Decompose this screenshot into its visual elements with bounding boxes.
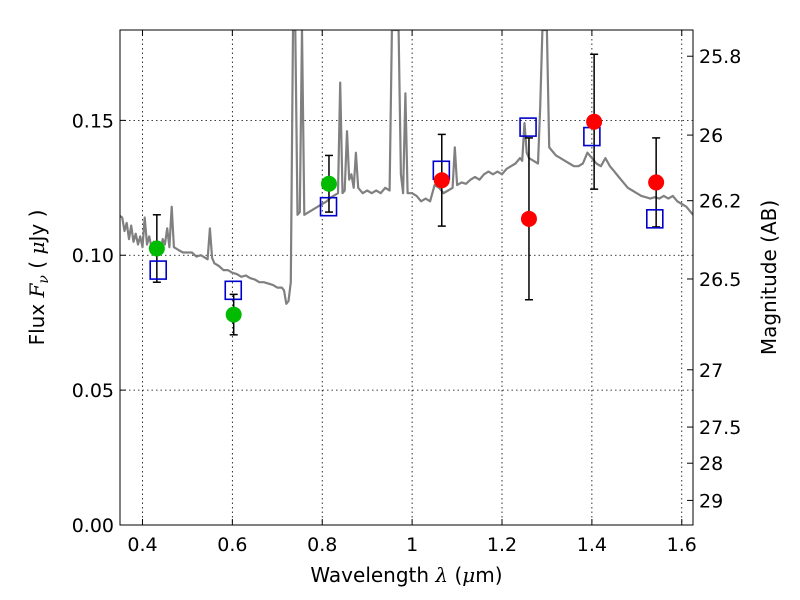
observed-point-red bbox=[648, 174, 665, 191]
y2-tick-label: 26.5 bbox=[699, 269, 741, 291]
y-tick-label: 0.00 bbox=[72, 515, 114, 537]
points-layer bbox=[148, 53, 665, 336]
y-axis-label: Flux Fν ( μJy ) bbox=[25, 210, 52, 346]
observed-point-green bbox=[148, 240, 165, 257]
observed-point-red bbox=[586, 113, 603, 130]
y2-axis-label: Magnitude (AB) bbox=[757, 200, 781, 355]
ticks-layer: 0.4 0.6 0.8 1 1.2 1.4 1.6 0.00 0.05 0.10 0.15 25.8 2… bbox=[72, 30, 741, 556]
y2-tick-label: 27 bbox=[699, 360, 723, 382]
observed-point-green bbox=[225, 306, 242, 323]
y2-tick-label: 26 bbox=[699, 125, 723, 147]
x-tick-label: 0.6 bbox=[217, 534, 247, 556]
model-point bbox=[224, 280, 243, 301]
x-tick-label: 0.8 bbox=[307, 534, 337, 556]
y-tick-label: 0.10 bbox=[72, 245, 114, 267]
y2-tick-label: 28 bbox=[699, 453, 723, 475]
spectrum-layer bbox=[120, 30, 693, 305]
observed-point-red bbox=[520, 210, 537, 227]
y-tick-label: 0.05 bbox=[72, 380, 114, 402]
y2-tick-label: 29 bbox=[699, 490, 723, 512]
y2-tick-label: 26.2 bbox=[699, 191, 741, 213]
model-point bbox=[149, 260, 167, 280]
y2-tick-label: 27.5 bbox=[699, 417, 741, 439]
model-point bbox=[645, 209, 664, 229]
y-tick-label: 0.15 bbox=[72, 110, 114, 132]
x-tick-label: 1.6 bbox=[667, 534, 697, 556]
x-tick-label: 0.4 bbox=[127, 534, 157, 556]
observed-point-red bbox=[433, 172, 450, 189]
x-tick-label: 1.2 bbox=[487, 534, 517, 556]
y2-tick-label: 25.8 bbox=[699, 46, 741, 68]
spectrum-line bbox=[120, 30, 693, 305]
observed-point-green bbox=[320, 175, 337, 192]
model-point bbox=[519, 117, 537, 137]
plot-frame bbox=[119, 29, 694, 526]
model-point bbox=[319, 196, 338, 217]
x-tick-label: 1.4 bbox=[577, 534, 607, 556]
grid bbox=[120, 30, 693, 525]
x-axis-label: Wavelength λ (μm) bbox=[310, 563, 502, 587]
x-tick-label: 1 bbox=[406, 534, 418, 556]
